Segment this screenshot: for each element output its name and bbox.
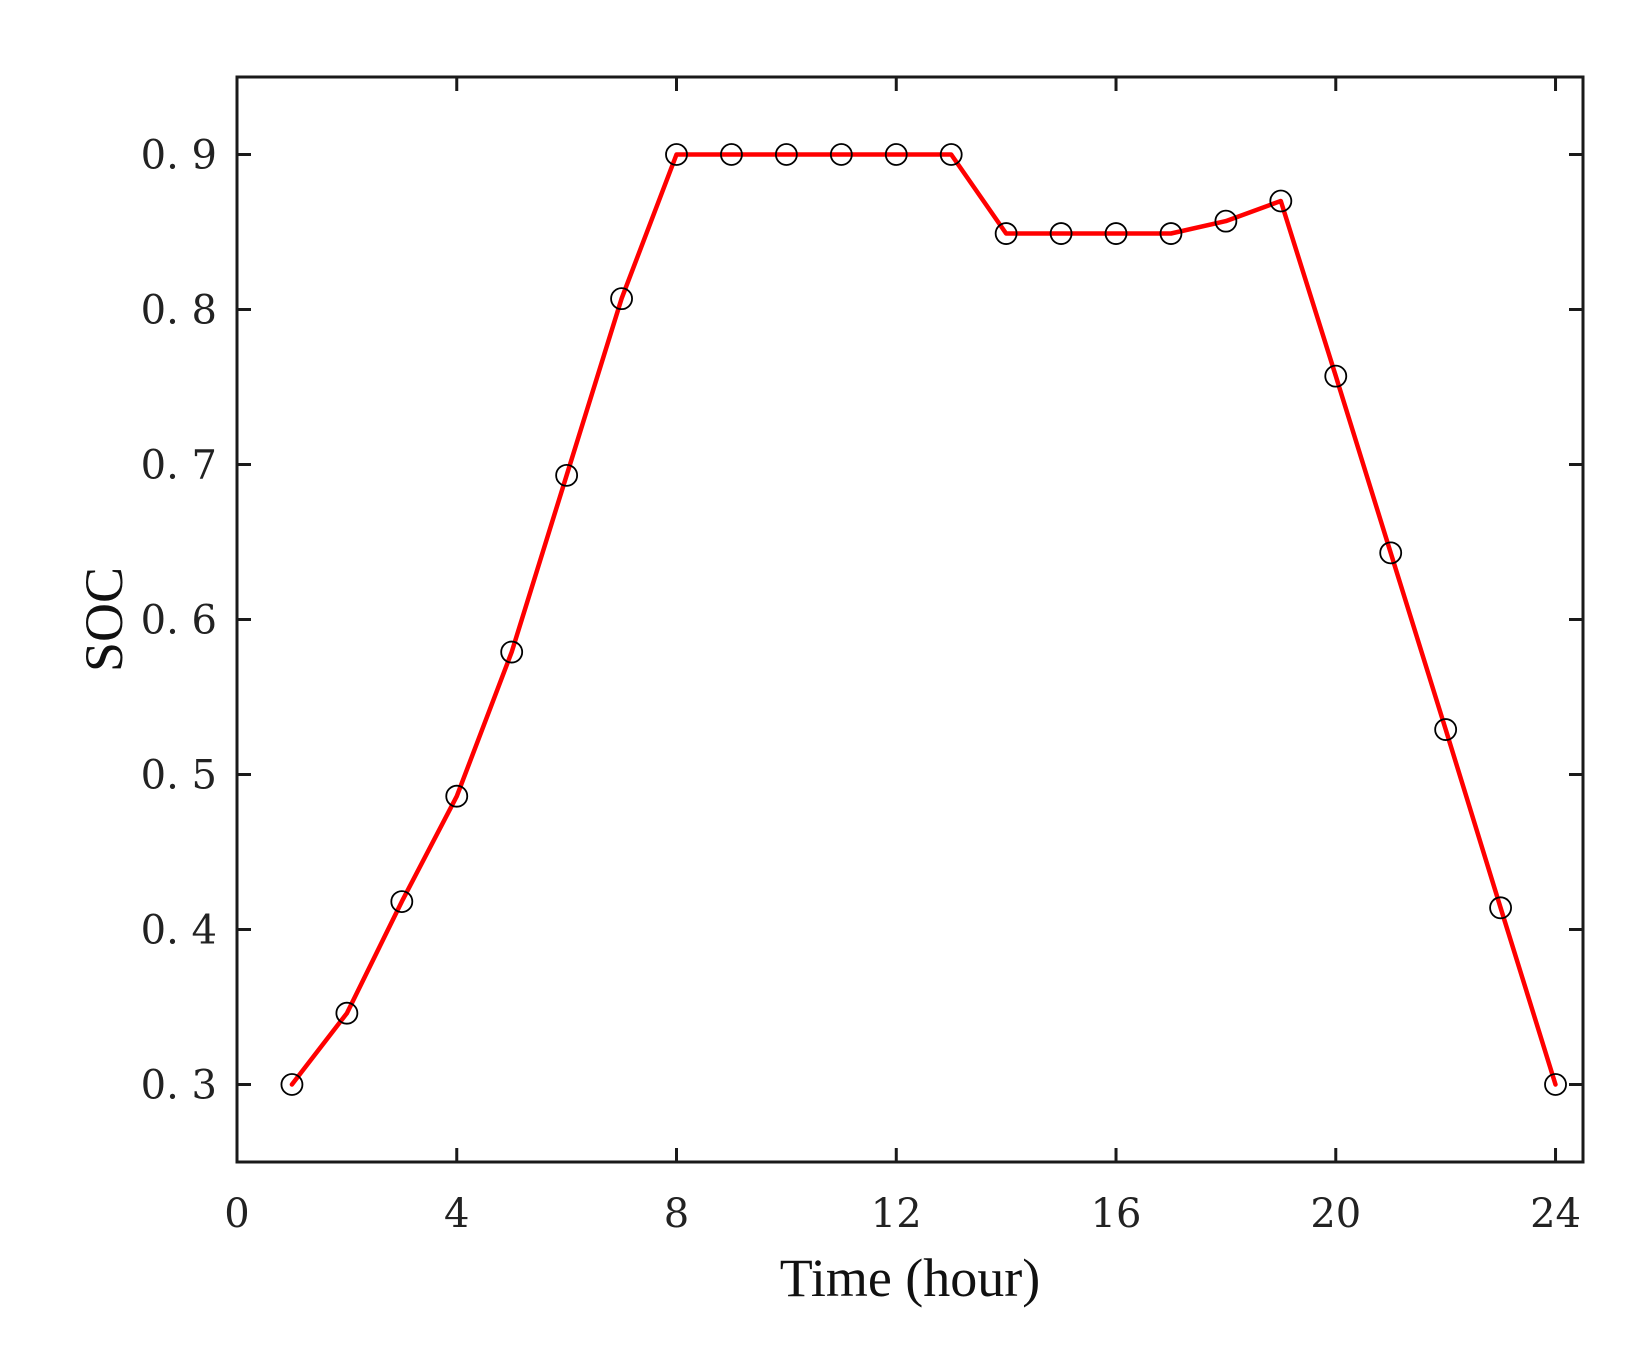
y-tick-label: 0. 4	[141, 908, 217, 954]
data-point-marker	[1104, 222, 1128, 245]
data-point-marker	[390, 890, 414, 913]
y-tick-label: 0. 6	[141, 598, 217, 644]
data-point-marker	[335, 1001, 359, 1025]
x-tick-label: 16	[1091, 1191, 1142, 1237]
data-point-marker	[1049, 222, 1073, 245]
data-point-marker	[500, 640, 524, 664]
x-tick-label: 12	[871, 1191, 922, 1237]
data-point-marker	[1544, 1073, 1567, 1096]
y-tick-label: 0. 7	[141, 443, 217, 489]
data-point-marker	[1379, 541, 1403, 565]
data-point-marker	[774, 143, 798, 166]
data-point-marker	[555, 463, 579, 487]
x-tick-label: 24	[1530, 1191, 1581, 1237]
data-point-marker	[665, 143, 688, 166]
x-tick-label: 20	[1310, 1191, 1361, 1237]
series-layer	[289, 152, 1558, 1087]
data-point-marker	[1214, 209, 1238, 233]
y-tick-labels: 0. 3 0. 4 0. 5 0. 6 0. 7 0. 8 0. 9	[141, 133, 217, 1109]
x-tick-labels: 0 4 8 12 16 20 24	[224, 1191, 1581, 1237]
data-point-marker	[1324, 364, 1348, 388]
data-point-marker	[994, 222, 1018, 245]
data-point-marker	[884, 143, 908, 166]
x-tick-label: 4	[444, 1191, 469, 1237]
x-axis-title: Time (hour)	[780, 1248, 1041, 1308]
y-tick-label: 0. 5	[141, 753, 217, 799]
data-point-marker	[720, 143, 743, 166]
data-point-marker	[939, 143, 963, 166]
x-tick-label: 8	[664, 1191, 689, 1237]
data-point-marker	[610, 287, 633, 311]
markers-layer	[280, 143, 1567, 1096]
y-tick-label: 0. 3	[141, 1063, 217, 1109]
data-point-marker	[1159, 222, 1183, 245]
y-tick-label: 0. 9	[141, 133, 217, 179]
data-point-marker	[445, 784, 469, 808]
x-tick-label: 0	[224, 1191, 249, 1237]
data-point-marker	[1489, 896, 1512, 920]
soc-series-line	[289, 152, 1558, 1087]
y-tick-label: 0. 8	[141, 288, 217, 334]
data-point-marker	[1269, 189, 1293, 213]
data-point-marker	[829, 143, 853, 166]
axis-ticks	[235, 77, 1583, 1162]
y-axis-title: SOC	[74, 567, 134, 672]
data-point-marker	[280, 1073, 304, 1096]
plot-frame	[235, 75, 1585, 1164]
data-point-marker	[1434, 718, 1458, 741]
